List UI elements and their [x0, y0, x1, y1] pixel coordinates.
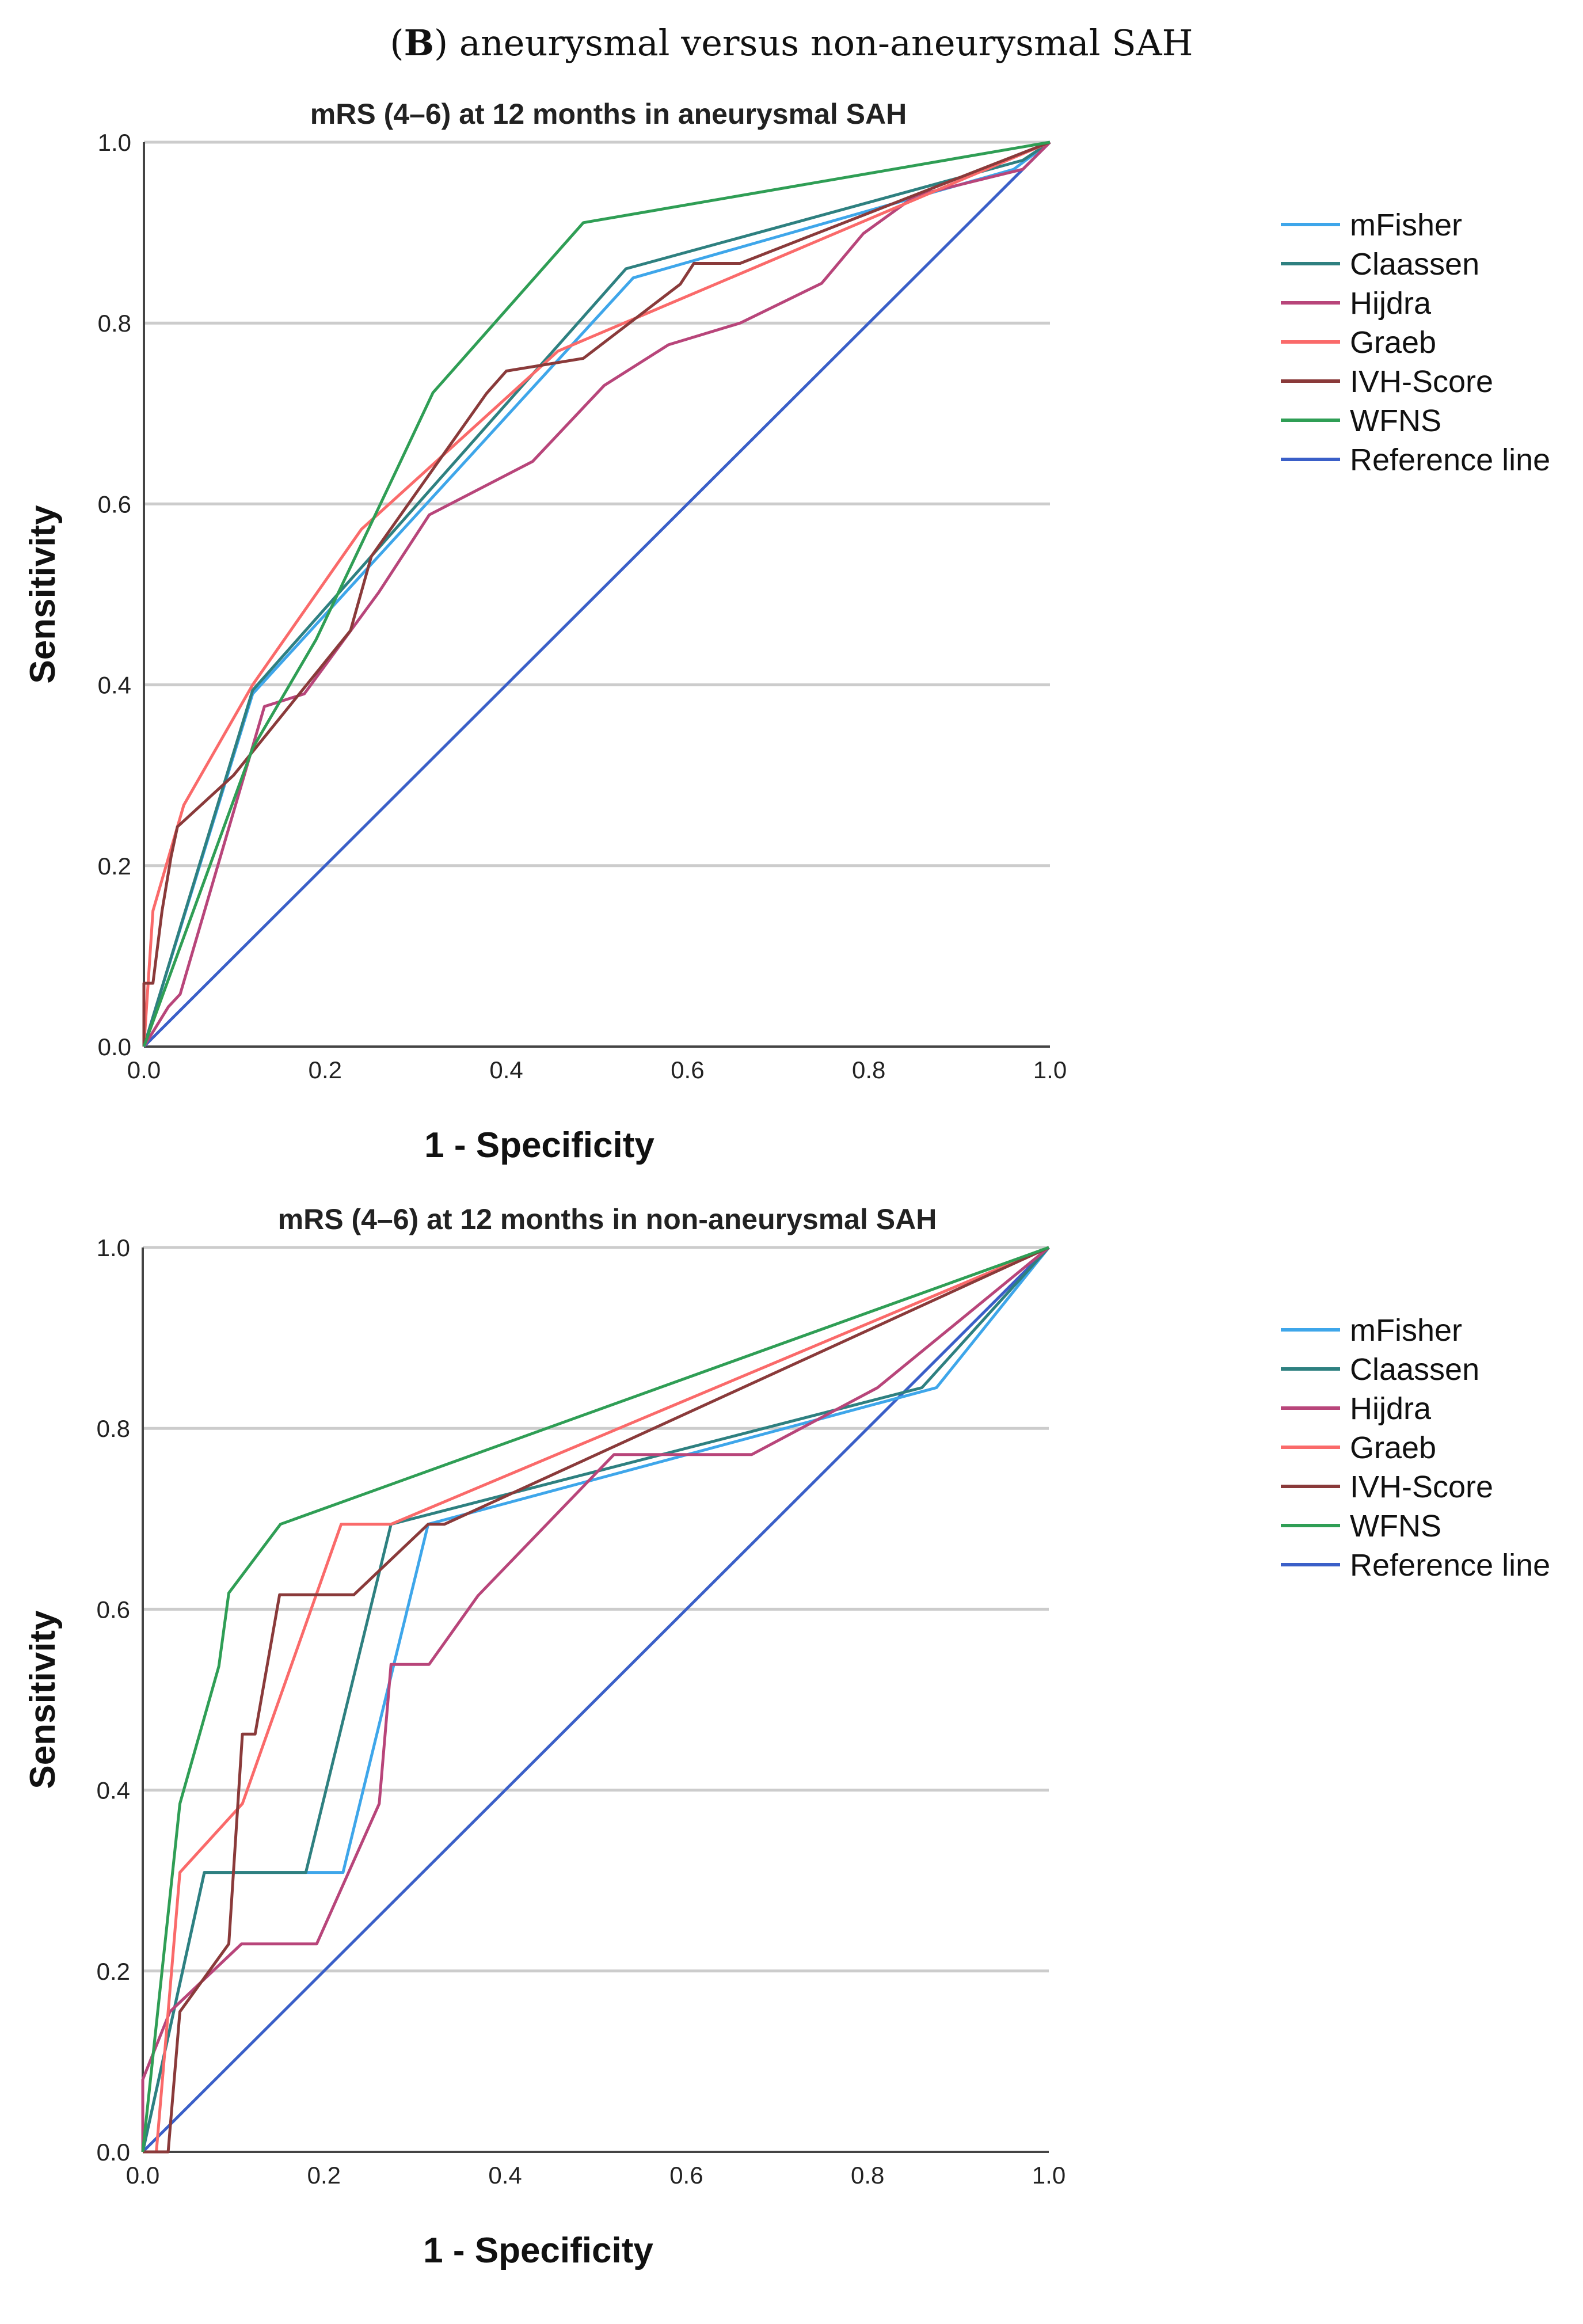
series-line-reference-line: [143, 141, 1051, 1048]
series-line-claassen: [142, 140, 1051, 1047]
x-tick-label: 0.6: [669, 2162, 703, 2189]
legend-item: Reference line: [1281, 443, 1550, 477]
y-tick-label: 0.8: [98, 310, 131, 337]
y-tick-label: 0.6: [98, 490, 131, 518]
legend-label: Graeb: [1350, 325, 1436, 360]
series-line-graeb: [142, 140, 1051, 1047]
legend-label: mFisher: [1350, 208, 1462, 242]
legend-item: Graeb: [1281, 325, 1436, 360]
x-tick-label: 0.0: [126, 2162, 159, 2189]
y-tick-label: 1.0: [98, 129, 131, 156]
legend-label: mFisher: [1350, 1313, 1462, 1348]
title-open-paren: (: [390, 22, 404, 64]
legend-item: WFNS: [1281, 1509, 1441, 1543]
figure-title-text: ) aneurysmal versus non-aneurysmal SAH: [434, 22, 1193, 64]
y-tick-label: 0.0: [97, 2139, 130, 2166]
legend: mFisher Claassen Hijdra Graeb IVH-Score WFNS R…: [1281, 1313, 1550, 1583]
legend-label: Reference line: [1350, 443, 1550, 477]
x-tick-label: 0.4: [489, 1056, 523, 1083]
y-axis-label: Sensitivity: [23, 505, 63, 684]
y-tick-label: 0.6: [97, 1596, 130, 1623]
series-line-ivh-score: [143, 1246, 1050, 2154]
legend-label: IVH-Score: [1350, 1470, 1493, 1504]
y-axis-label: Sensitivity: [23, 1610, 63, 1789]
figure-title: (B) aneurysmal versus non-aneurysmal SAH: [0, 22, 1583, 64]
legend-label: Hijdra: [1350, 1391, 1432, 1426]
x-tick-label: 1.0: [1032, 2162, 1066, 2189]
y-tick-label: 0.8: [97, 1415, 130, 1442]
legend-label: WFNS: [1350, 404, 1441, 438]
roc-chart-2: 0.0 0.2 0.4 0.6 0.8 1.0 0.0 0.2 0.4 0.6 0.8 1.0 mRS …: [23, 1203, 1550, 2270]
legend-item: Reference line: [1281, 1548, 1550, 1583]
legend-item: Hijdra: [1281, 1391, 1432, 1426]
y-tick-label: 0.4: [97, 1777, 130, 1804]
y-tick-label: 1.0: [97, 1234, 130, 1261]
series-line-wfns: [142, 140, 1051, 1047]
series-line-claassen: [141, 1246, 1050, 2152]
legend-item: Claassen: [1281, 1352, 1479, 1387]
x-tick-label: 0.2: [307, 2162, 341, 2189]
x-tick-label: 0.0: [127, 1056, 161, 1083]
legend-label: Graeb: [1350, 1431, 1436, 1465]
x-tick-label: 0.4: [488, 2162, 522, 2189]
panel-letter: B: [404, 22, 435, 64]
x-axis-label: 1 - Specificity: [423, 2231, 653, 2270]
series-line-hijdra: [142, 141, 1051, 1048]
x-tick-label: 0.8: [851, 2162, 884, 2189]
legend-label: Reference line: [1350, 1548, 1550, 1583]
series-line-hijdra: [141, 1246, 1050, 2152]
x-tick-label: 0.2: [309, 1056, 342, 1083]
legend-label: Claassen: [1350, 1352, 1479, 1387]
series-line-ivh-score: [142, 140, 1051, 1047]
legend-item: mFisher: [1281, 1313, 1462, 1348]
y-tick-label: 0.0: [98, 1033, 131, 1060]
series-line-wfns: [141, 1246, 1049, 2152]
chart-title: mRS (4–6) at 12 months in non-aneurysmal…: [278, 1203, 937, 1235]
x-tick-label: 1.0: [1033, 1056, 1067, 1083]
legend-item: Claassen: [1281, 247, 1479, 282]
y-tick-label: 0.2: [97, 1958, 130, 1985]
y-tick-label: 0.2: [98, 853, 131, 880]
legend-label: WFNS: [1350, 1509, 1441, 1543]
legend-label: IVH-Score: [1350, 364, 1493, 399]
legend-label: Claassen: [1350, 247, 1479, 282]
legend-label: Hijdra: [1350, 286, 1432, 321]
legend-item: mFisher: [1281, 208, 1462, 242]
y-tick-label: 0.4: [98, 672, 131, 699]
roc-chart-1: 0.0 0.2 0.4 0.6 0.8 1.0 0.0 0.2 0.4 0.6 0.8 1.0 mRS …: [23, 98, 1550, 1165]
legend: mFisher Claassen Hijdra Graeb IVH-Score WFNS R…: [1281, 208, 1550, 477]
x-axis-label: 1 - Specificity: [424, 1125, 654, 1165]
legend-item: Graeb: [1281, 1431, 1436, 1465]
legend-item: IVH-Score: [1281, 1470, 1493, 1504]
x-tick-label: 0.8: [852, 1056, 885, 1083]
legend-item: IVH-Score: [1281, 364, 1493, 399]
legend-item: Hijdra: [1281, 286, 1432, 321]
legend-item: WFNS: [1281, 404, 1441, 438]
x-tick-label: 0.6: [671, 1056, 704, 1083]
chart-title: mRS (4–6) at 12 months in aneurysmal SAH: [310, 98, 907, 130]
